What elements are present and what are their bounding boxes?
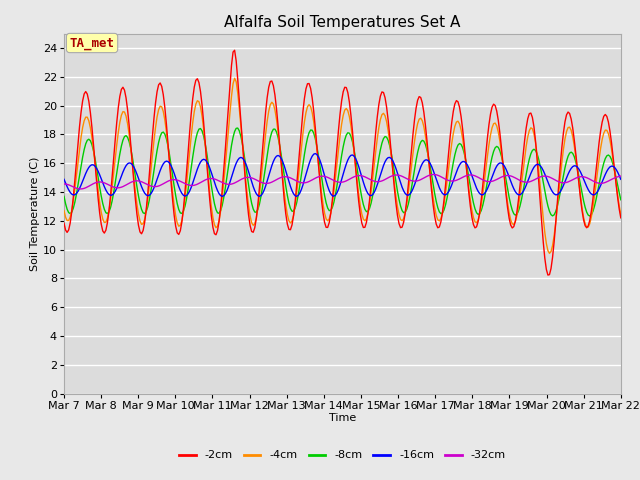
X-axis label: Time: Time: [329, 413, 356, 423]
Legend: -2cm, -4cm, -8cm, -16cm, -32cm: -2cm, -4cm, -8cm, -16cm, -32cm: [175, 446, 510, 465]
Title: Alfalfa Soil Temperatures Set A: Alfalfa Soil Temperatures Set A: [224, 15, 461, 30]
Text: TA_met: TA_met: [70, 36, 115, 49]
Y-axis label: Soil Temperature (C): Soil Temperature (C): [30, 156, 40, 271]
